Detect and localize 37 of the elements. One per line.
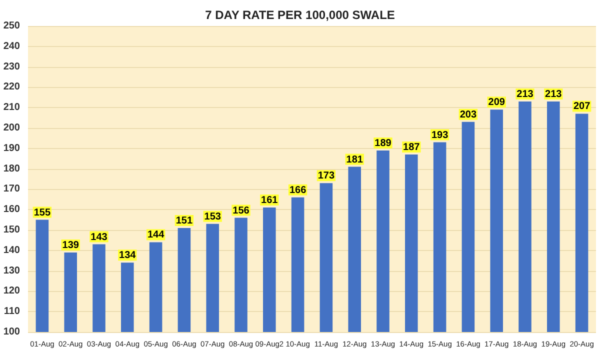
y-tick-label: 250 [3, 20, 20, 32]
y-tick-label: 100 [3, 326, 20, 338]
data-label: 166 [289, 184, 307, 196]
data-label: 209 [488, 97, 506, 108]
y-tick-label: 180 [3, 163, 20, 174]
data-label: 193 [431, 130, 449, 141]
data-label: 207 [573, 101, 591, 112]
y-tick-label: 140 [3, 244, 20, 256]
data-label: 143 [90, 232, 108, 243]
y-tick-label: 220 [3, 82, 20, 93]
chart-title: 7 DAY RATE PER 100,000 SWALE [205, 8, 395, 22]
y-tick-label: 240 [3, 40, 20, 52]
data-label: 181 [346, 154, 364, 166]
y-tick-label: 200 [3, 122, 20, 134]
data-label: 156 [232, 205, 250, 216]
y-tick-label: 160 [3, 204, 20, 216]
data-label: 139 [62, 240, 80, 251]
data-label: 187 [403, 142, 420, 154]
y-tick-label: 130 [3, 265, 20, 276]
data-label: 161 [261, 195, 278, 206]
data-label: 189 [374, 138, 392, 149]
data-label: 151 [176, 215, 193, 226]
data-label: 144 [147, 230, 165, 241]
y-tick-label: 190 [3, 142, 20, 154]
y-tick-label: 150 [3, 224, 20, 236]
y-tick-label: 110 [4, 306, 20, 318]
data-label: 203 [460, 109, 477, 120]
data-label: 213 [516, 88, 534, 100]
data-label: 153 [204, 211, 222, 222]
y-tick-label: 170 [3, 184, 20, 195]
data-label: 155 [34, 207, 51, 218]
y-tick-label: 210 [3, 102, 20, 114]
data-label: 213 [545, 88, 562, 100]
data-label: 173 [318, 170, 335, 182]
data-label: 134 [119, 250, 136, 262]
y-tick-label: 120 [3, 286, 20, 297]
y-tick-label: 230 [3, 61, 20, 72]
